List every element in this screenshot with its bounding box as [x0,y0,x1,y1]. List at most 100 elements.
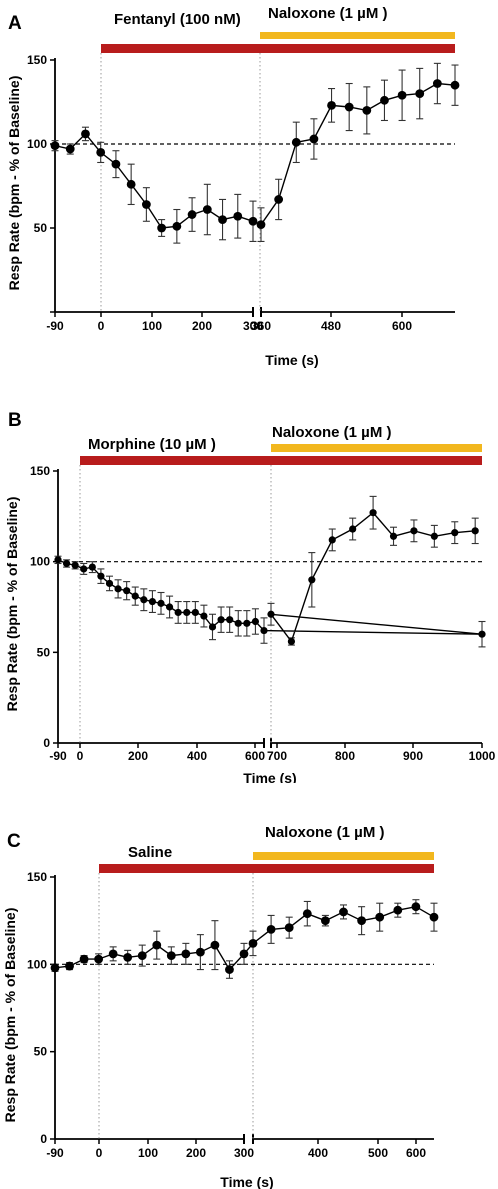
panel-a-x-tick-label: 200 [192,319,212,333]
panel-c-x-tick-label: 100 [138,1146,158,1160]
panel-c-data-point [195,947,205,957]
panel-c-x-tick-label: 0 [96,1146,103,1160]
panel-c-x-tick-label: 300 [234,1146,254,1160]
panel-b-x-tick-label: 800 [335,749,355,763]
panel-b-data-point [478,630,486,638]
panel-c-data-point [284,923,294,933]
panel-a-naloxone-label: Naloxone (1 µM ) [268,5,388,22]
panel-c-data-point [79,954,89,964]
panel-b-data-point [148,597,157,606]
panel-b-data-point [71,561,79,569]
panel-b-drug-label: Morphine (10 µM ) [88,436,216,453]
panel-c-chart: C Saline Naloxone (1 µM ) Time (s) Resp … [2,824,439,1189]
panel-a-data-point [415,89,425,98]
panel-b-data-point [226,616,234,624]
panel-a-x-axis-title: Time (s) [265,352,318,368]
panel-c-data-point [266,925,276,934]
panel-a-x-tick-label: 600 [392,319,412,333]
panel-a-data-point [380,95,389,105]
panel-a-x-tick-label: 480 [321,319,341,333]
panel-b-data-point [97,572,105,580]
panel-a-y-axis-title: Resp Rate (bpm - % of Baseline) [6,76,22,291]
panel-b-data-point [105,579,114,588]
panel-b-x-tick-label: 400 [187,749,207,763]
panel-a-drug-bar [101,44,455,53]
panel-b-x-tick-label: 700 [267,749,287,763]
panel-a-data-point [450,80,460,90]
panel-c-data-point [239,949,249,959]
panel-a-series-line [54,82,456,229]
panel-b-data-point [349,525,357,533]
panel-b-data-point [208,623,217,631]
panel-a-data-point [233,211,243,221]
panel-b-naloxone-bar [271,444,482,452]
panel-a-data-point [274,195,284,204]
panel-c-data-point [225,965,234,974]
panel-b-x-tick-label: 1000 [469,749,496,763]
panel-b-data-point [234,619,242,627]
panel-c-y-tick-label: 0 [40,1132,47,1146]
panel-a-data-point [309,134,319,144]
panel-b-data-point [389,532,398,540]
panel-b-data-point [123,587,131,595]
panel-c-data-point [357,916,366,926]
panel-c-x-axis-title: Time (s) [220,1174,273,1189]
panel-b-data-point [131,592,139,600]
panel-a-data-point [172,221,182,231]
panel-b-data-point [217,616,225,624]
panel-a-letter: A [8,13,22,34]
panel-a-x-tick-label: -90 [46,319,64,333]
panel-b-data-point [54,556,62,564]
panel-c-data-point [411,902,421,912]
panel-a-data-point [126,179,136,189]
panel-c-naloxone-bar [253,852,434,860]
panel-a-data-point [96,148,106,157]
panel-a-data-point [202,205,212,214]
panel-b-x-axis-title: Time (s) [243,770,296,783]
panel-b-data-point [308,576,316,584]
panel-a-x-tick-label: 100 [142,319,162,333]
panel-c-data-point [210,940,220,950]
panel-c-data-point [302,909,312,919]
panel-a-data-point [218,215,227,225]
panel-b-data-point [243,619,251,627]
panel-c-drug-label: Saline [128,844,172,861]
panel-a-data-point [397,90,407,100]
panel-c-data-point [393,905,403,915]
panel-b-data-point [80,565,88,573]
panel-a-x-tick-label: 300 [243,319,263,333]
panel-a-data-point [81,129,90,139]
panel-b-data-point [328,536,336,544]
panel-b-naloxone-label: Naloxone (1 µM ) [272,424,392,441]
panel-a-data-point [344,102,354,112]
panel-b-data-point [471,527,479,535]
panel-b-data-point [165,603,174,611]
panel-c-data-point [375,912,385,922]
panel-c-x-tick-label: -90 [46,1146,64,1160]
panel-c-data-point [137,951,147,960]
panel-b-data-point [157,599,165,607]
panel-c-data-point [108,949,118,959]
panel-b-x-tick-label: 200 [128,749,148,763]
panel-b-chart: B Morphine (10 µM ) Naloxone (1 µM ) Tim… [4,410,496,783]
panel-b-data-point [267,610,275,618]
panel-c-drug-bar [99,864,434,873]
panel-a-drug-label: Fentanyl (100 nM) [114,11,241,28]
panel-c-data-point [181,949,191,959]
panel-b-data-point [369,509,377,517]
panel-b-data-point [430,532,438,540]
panel-a-data-point [256,220,266,230]
panel-c-data-point [429,912,439,922]
panel-c-x-tick-label: 200 [186,1146,206,1160]
panel-c-data-point [152,940,162,950]
panel-a-naloxone-bar [260,32,455,39]
panel-b-x-tick-label: 900 [403,749,423,763]
panel-a-data-point [291,137,301,147]
panel-b-data-point [260,626,268,635]
panel-a-data-point [327,100,336,110]
panel-a-data-point [65,144,75,154]
panel-c-letter: C [7,831,21,852]
panel-c-x-tick-label: 600 [406,1146,426,1160]
panel-c-y-tick-label: 150 [27,870,47,884]
panel-b-data-point [174,608,182,617]
